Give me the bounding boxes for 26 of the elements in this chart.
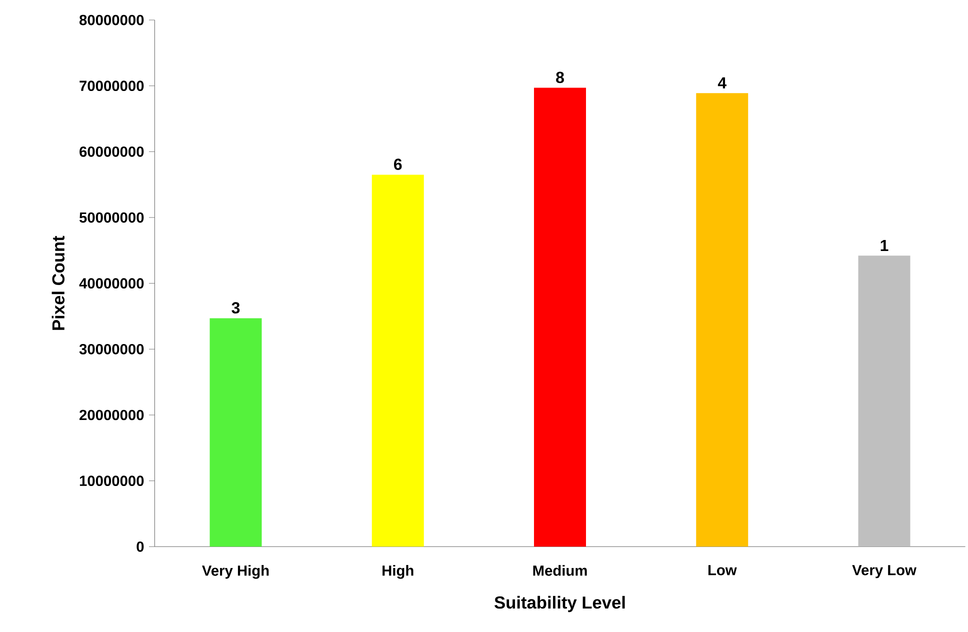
x-axis-title: Suitability Level	[494, 596, 625, 612]
annotation: 8	[556, 72, 564, 84]
y-tick-label: 60000000	[80, 146, 144, 157]
annotation: 6	[394, 158, 402, 170]
bar	[210, 318, 262, 547]
bar	[534, 88, 586, 547]
y-axis-title: Pixel Count	[52, 236, 65, 330]
y-tick-label: 40000000	[79, 278, 144, 289]
x-tick-label: High	[382, 565, 414, 579]
x-tick-label: Very Low	[852, 565, 916, 578]
y-tick-label: 70000000	[80, 80, 144, 92]
annotation: 1	[880, 240, 888, 251]
y-tick-label: 10000000	[80, 476, 144, 486]
x-tick-label: Medium	[533, 565, 587, 576]
bar	[372, 174, 424, 547]
y-tick-label: 80000000	[79, 14, 144, 26]
annotation: 4	[718, 77, 726, 88]
annotation: 3	[232, 302, 240, 314]
x-tick-label: Very High	[202, 565, 269, 579]
bar	[696, 93, 748, 547]
y-tick-label: 30000000	[79, 344, 144, 354]
y-tick-label: 20000000	[80, 410, 144, 420]
y-tick-label: 0	[136, 541, 144, 552]
bar	[858, 256, 910, 547]
x-tick-label: Low	[708, 565, 737, 576]
y-tick-label: 50000000	[79, 212, 144, 223]
